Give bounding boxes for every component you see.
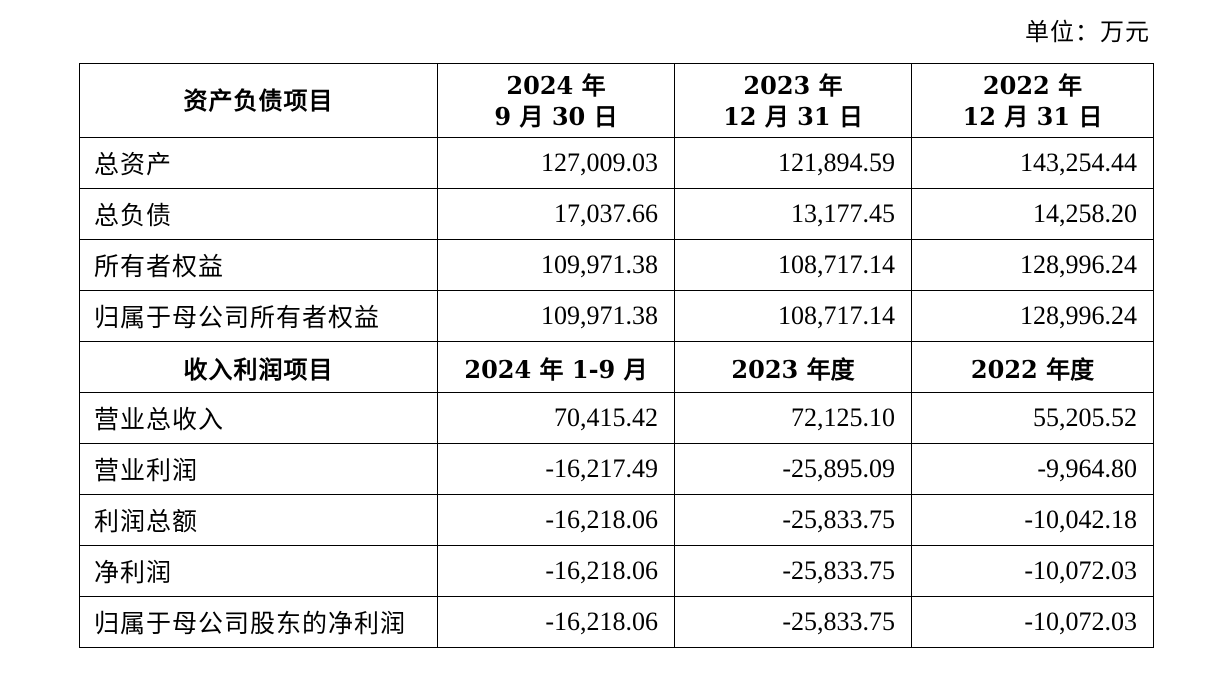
balance-header-label: 资产负债项目 [79,63,438,138]
row-value: 143,254.44 [911,137,1154,189]
table-row: 归属于母公司所有者权益 109,971.38 108,717.14 128,99… [79,290,1154,342]
row-value: 128,996.24 [911,239,1154,291]
row-value: 121,894.59 [674,137,912,189]
period-year: 2024 年 [506,70,606,100]
row-value: 127,009.03 [437,137,675,189]
row-label: 归属于母公司股东的净利润 [79,596,438,648]
row-value: -10,072.03 [911,545,1154,597]
period-date: 12 月 31 日 [962,101,1103,131]
row-value: 72,125.10 [674,392,912,444]
balance-header-row: 资产负债项目 2024 年 9 月 30 日 2023 年 12 月 31 日 … [79,63,1154,138]
period-year: 2023 年 [743,70,843,100]
row-value: -10,072.03 [911,596,1154,648]
income-period-header: 2023 年度 [674,341,912,393]
balance-period-header: 2023 年 12 月 31 日 [674,63,912,138]
table-row: 所有者权益 109,971.38 108,717.14 128,996.24 [79,239,1154,291]
row-value: -16,217.49 [437,443,675,495]
row-label: 净利润 [79,545,438,597]
row-label: 利润总额 [79,494,438,546]
row-value: 70,415.42 [437,392,675,444]
row-value: 109,971.38 [437,239,675,291]
row-value: 13,177.45 [674,188,912,240]
period-date: 9 月 30 日 [494,101,618,131]
financial-table: 资产负债项目 2024 年 9 月 30 日 2023 年 12 月 31 日 … [79,63,1154,648]
row-value: -25,895.09 [674,443,912,495]
row-value: 14,258.20 [911,188,1154,240]
table-row: 净利润 -16,218.06 -25,833.75 -10,072.03 [79,545,1154,597]
period-year: 2022 年 [982,70,1083,100]
row-value: -16,218.06 [437,494,675,546]
row-value: -16,218.06 [437,545,675,597]
row-label: 总资产 [79,137,438,189]
row-value: -10,042.18 [911,494,1154,546]
period-date: 12 月 31 日 [723,101,863,131]
table-row: 归属于母公司股东的净利润 -16,218.06 -25,833.75 -10,0… [79,596,1154,648]
income-header-row: 收入利润项目 2024 年 1-9 月 2023 年度 2022 年度 [79,341,1154,393]
row-value: -25,833.75 [674,596,912,648]
row-value: 109,971.38 [437,290,675,342]
row-label: 营业利润 [79,443,438,495]
table-row: 营业总收入 70,415.42 72,125.10 55,205.52 [79,392,1154,444]
row-value: 128,996.24 [911,290,1154,342]
income-period-header: 2022 年度 [911,341,1154,393]
row-label: 所有者权益 [79,239,438,291]
balance-period-header: 2024 年 9 月 30 日 [437,63,675,138]
table-row: 总负债 17,037.66 13,177.45 14,258.20 [79,188,1154,240]
table-row: 营业利润 -16,217.49 -25,895.09 -9,964.80 [79,443,1154,495]
row-value: 17,037.66 [437,188,675,240]
income-header-label: 收入利润项目 [79,341,438,393]
row-value: -25,833.75 [674,494,912,546]
row-label: 归属于母公司所有者权益 [79,290,438,342]
table-row: 利润总额 -16,218.06 -25,833.75 -10,042.18 [79,494,1154,546]
row-value: -25,833.75 [674,545,912,597]
row-value: 55,205.52 [911,392,1154,444]
row-value: 108,717.14 [674,239,912,291]
unit-label: 单位：万元 [1025,18,1150,46]
row-value: 108,717.14 [674,290,912,342]
balance-period-header: 2022 年 12 月 31 日 [911,63,1154,138]
row-label: 总负债 [79,188,438,240]
table-row: 总资产 127,009.03 121,894.59 143,254.44 [79,137,1154,189]
income-period-header: 2024 年 1-9 月 [437,341,675,393]
row-value: -9,964.80 [911,443,1154,495]
row-label: 营业总收入 [79,392,438,444]
row-value: -16,218.06 [437,596,675,648]
